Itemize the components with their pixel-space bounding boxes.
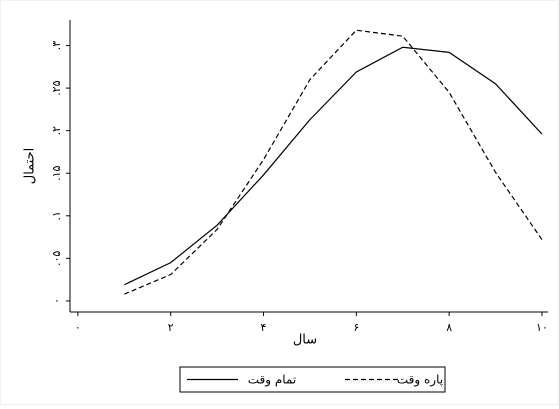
x-tick-label: ۲ (168, 321, 174, 334)
y-tick-label: .۲ (50, 126, 63, 135)
x-tick-label: ۸ (446, 321, 452, 334)
legend-label: تمام وقت (248, 373, 297, 388)
line (124, 46, 543, 286)
x-axis-title: سال (293, 333, 317, 348)
y-axis-title: احتمال (23, 148, 38, 185)
legend-label: پاره وقت (397, 373, 443, 388)
y-tick-label: .۱۵ (50, 165, 63, 180)
y-tick-label: .۳ (50, 41, 63, 50)
y-tick-label: .۰۵ (50, 251, 63, 266)
x-tick-label: ۴ (261, 321, 267, 334)
y-tick-label: ۰ (50, 298, 63, 304)
y-tick-label: .۱ (50, 211, 63, 220)
x-tick-label: ۶ (353, 321, 359, 334)
x-tick-label: ۰ (75, 321, 81, 334)
y-tick-label: .۲۵ (50, 80, 63, 95)
x-tick-label: ۱۰ (536, 321, 548, 334)
line (124, 29, 543, 295)
